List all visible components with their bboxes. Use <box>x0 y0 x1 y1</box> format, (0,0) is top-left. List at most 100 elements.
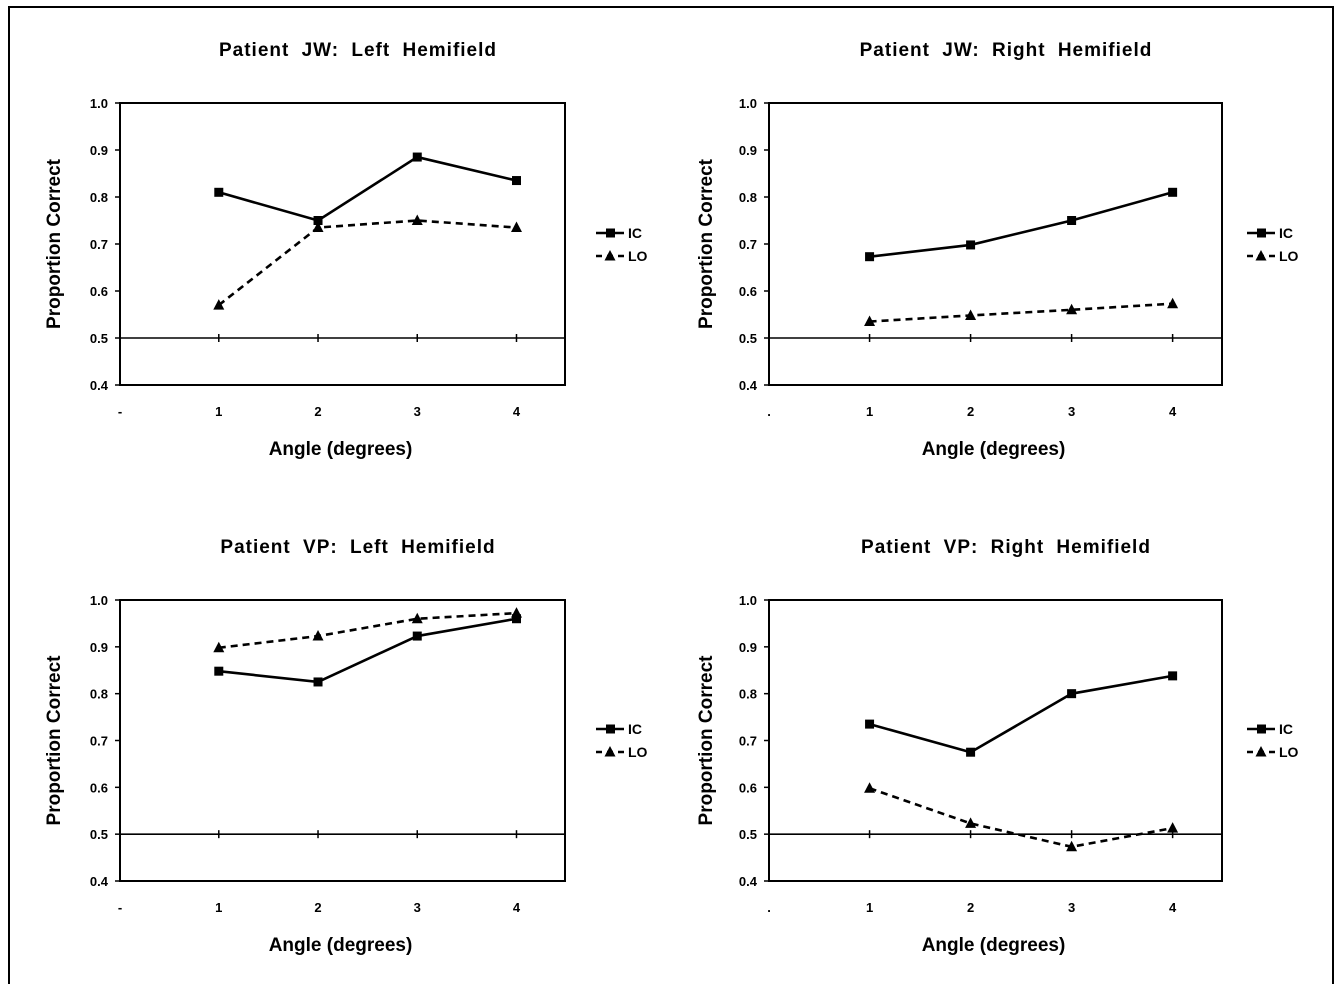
legend-marker-lo <box>604 250 616 261</box>
data-point-lo <box>864 782 876 793</box>
data-point-lo <box>312 630 324 641</box>
y-tick-label: 0.5 <box>739 827 757 842</box>
data-point-ic <box>412 631 422 641</box>
chart-canvas: Patient JW: Left Hemifield 1.0 0.9 0.8 0.7 0.… <box>44 40 1299 956</box>
data-point-lo <box>1167 297 1179 309</box>
data-point-ic <box>1168 187 1178 197</box>
y-tick-label: 0.9 <box>90 640 108 655</box>
data-point-ic <box>865 252 875 262</box>
y-tick-label: 0.4 <box>90 378 109 393</box>
plot-frame <box>768 102 1223 386</box>
y-tick-label: 1.0 <box>739 593 757 608</box>
x-tick-label: 1 <box>215 404 222 419</box>
legend-marker-ic <box>1257 228 1266 238</box>
data-point-ic <box>313 216 323 225</box>
data-point-lo <box>510 221 522 233</box>
legend-marker-lo <box>1255 746 1267 757</box>
y-tick-label: 0.6 <box>739 284 757 299</box>
y-axis-label: Proportion Correct <box>44 655 65 826</box>
data-point-ic <box>1067 689 1077 699</box>
series-line-lo <box>869 302 1173 323</box>
series-line-lo <box>869 787 1173 849</box>
data-point-lo <box>864 315 876 327</box>
data-point-ic <box>214 187 224 197</box>
y-tick-label: 0.9 <box>739 143 757 158</box>
legend-label-ic: IC <box>628 225 642 241</box>
y-axis-label: Proportion Correct <box>44 158 65 329</box>
data-point-ic <box>511 176 521 186</box>
data-point-ic <box>214 666 224 676</box>
data-point-lo <box>213 641 225 653</box>
y-tick-label: 0.7 <box>90 734 108 749</box>
data-point-ic <box>412 152 422 162</box>
y-tick-label: 0.6 <box>90 284 108 299</box>
legend-marker-ic <box>606 228 615 238</box>
x-tick-label: 1 <box>866 404 873 419</box>
y-axis-label: Proportion Correct <box>696 655 717 826</box>
legend-label-lo: LO <box>1279 744 1299 760</box>
y-tick-label: 0.5 <box>739 331 757 346</box>
data-point-lo <box>1066 840 1078 852</box>
legend-marker-ic <box>1257 724 1266 734</box>
y-tick-label: 0.9 <box>739 640 757 655</box>
data-point-lo <box>1167 822 1179 833</box>
chart-title: Patient VP: Right Hemifield <box>861 537 1151 558</box>
legend-marker-lo <box>1255 250 1267 261</box>
chart-panel: Patient VP: Left Hemifield 1.0 0.9 0.8 0.7 0.… <box>44 537 648 956</box>
data-point-ic <box>313 677 323 687</box>
x-axis-label: Angle (degrees) <box>922 935 1066 956</box>
y-tick-label: 0.8 <box>90 190 108 205</box>
y-tick-label: 0.6 <box>90 780 108 795</box>
legend-label-ic: IC <box>1279 721 1293 737</box>
series-line-lo <box>217 219 517 307</box>
chart-title: Patient VP: Left Hemifield <box>220 537 495 558</box>
data-point-ic <box>511 614 521 624</box>
data-point-ic <box>865 719 875 729</box>
data-point-lo <box>965 817 977 828</box>
x-tick-label: 3 <box>1068 900 1075 915</box>
x-tick-label: 2 <box>314 404 321 419</box>
y-tick-label: 1.0 <box>90 96 108 111</box>
y-tick-label: 0.8 <box>739 190 757 205</box>
x-tick-label: 1 <box>215 900 222 915</box>
data-point-ic <box>1067 216 1077 225</box>
x-tick-label: 2 <box>967 900 974 915</box>
y-tick-label: 0.8 <box>739 687 757 702</box>
x-tick-label: 3 <box>414 900 421 915</box>
data-point-lo <box>965 309 977 320</box>
x-tick-label: 4 <box>513 900 521 915</box>
data-point-lo <box>411 612 423 624</box>
x-axis-label: Angle (degrees) <box>922 439 1066 460</box>
y-tick-label: 0.7 <box>739 734 757 749</box>
x-tick-label: 4 <box>513 404 521 419</box>
legend-marker-ic <box>606 724 615 734</box>
data-point-lo <box>1066 303 1078 315</box>
x-tick-label: 3 <box>414 404 421 419</box>
y-tick-label: 0.5 <box>90 827 108 842</box>
legend-label-lo: LO <box>1279 248 1299 264</box>
y-tick-label: 1.0 <box>739 96 757 111</box>
data-point-ic <box>1168 671 1178 681</box>
data-point-ic <box>966 240 976 250</box>
x-tick-label-extra: - <box>118 404 122 419</box>
series-line-ic <box>218 155 517 222</box>
x-tick-label: 2 <box>967 404 974 419</box>
chart-panel: Patient JW: Right Hemifield 1.0 0.9 0.8 0.7 0… <box>696 40 1299 460</box>
data-point-lo <box>411 214 423 225</box>
series-line-lo <box>218 611 517 650</box>
y-tick-label: 1.0 <box>90 593 108 608</box>
y-tick-label: 0.9 <box>90 143 108 158</box>
data-point-ic <box>966 747 976 757</box>
y-tick-label: 0.7 <box>739 237 757 252</box>
legend-marker-lo <box>604 746 616 757</box>
y-tick-label: 0.8 <box>90 687 108 702</box>
y-tick-label: 0.4 <box>90 874 109 889</box>
plot-frame <box>119 102 566 386</box>
y-tick-label: 0.5 <box>90 331 108 346</box>
x-tick-label: 2 <box>314 900 321 915</box>
chart-panel: Patient JW: Left Hemifield 1.0 0.9 0.8 0.7 0.… <box>44 40 648 460</box>
y-tick-label: 0.7 <box>90 237 108 252</box>
y-tick-label: 0.4 <box>739 378 758 393</box>
series-line-ic <box>218 617 517 684</box>
x-tick-label-extra: . <box>767 900 771 915</box>
